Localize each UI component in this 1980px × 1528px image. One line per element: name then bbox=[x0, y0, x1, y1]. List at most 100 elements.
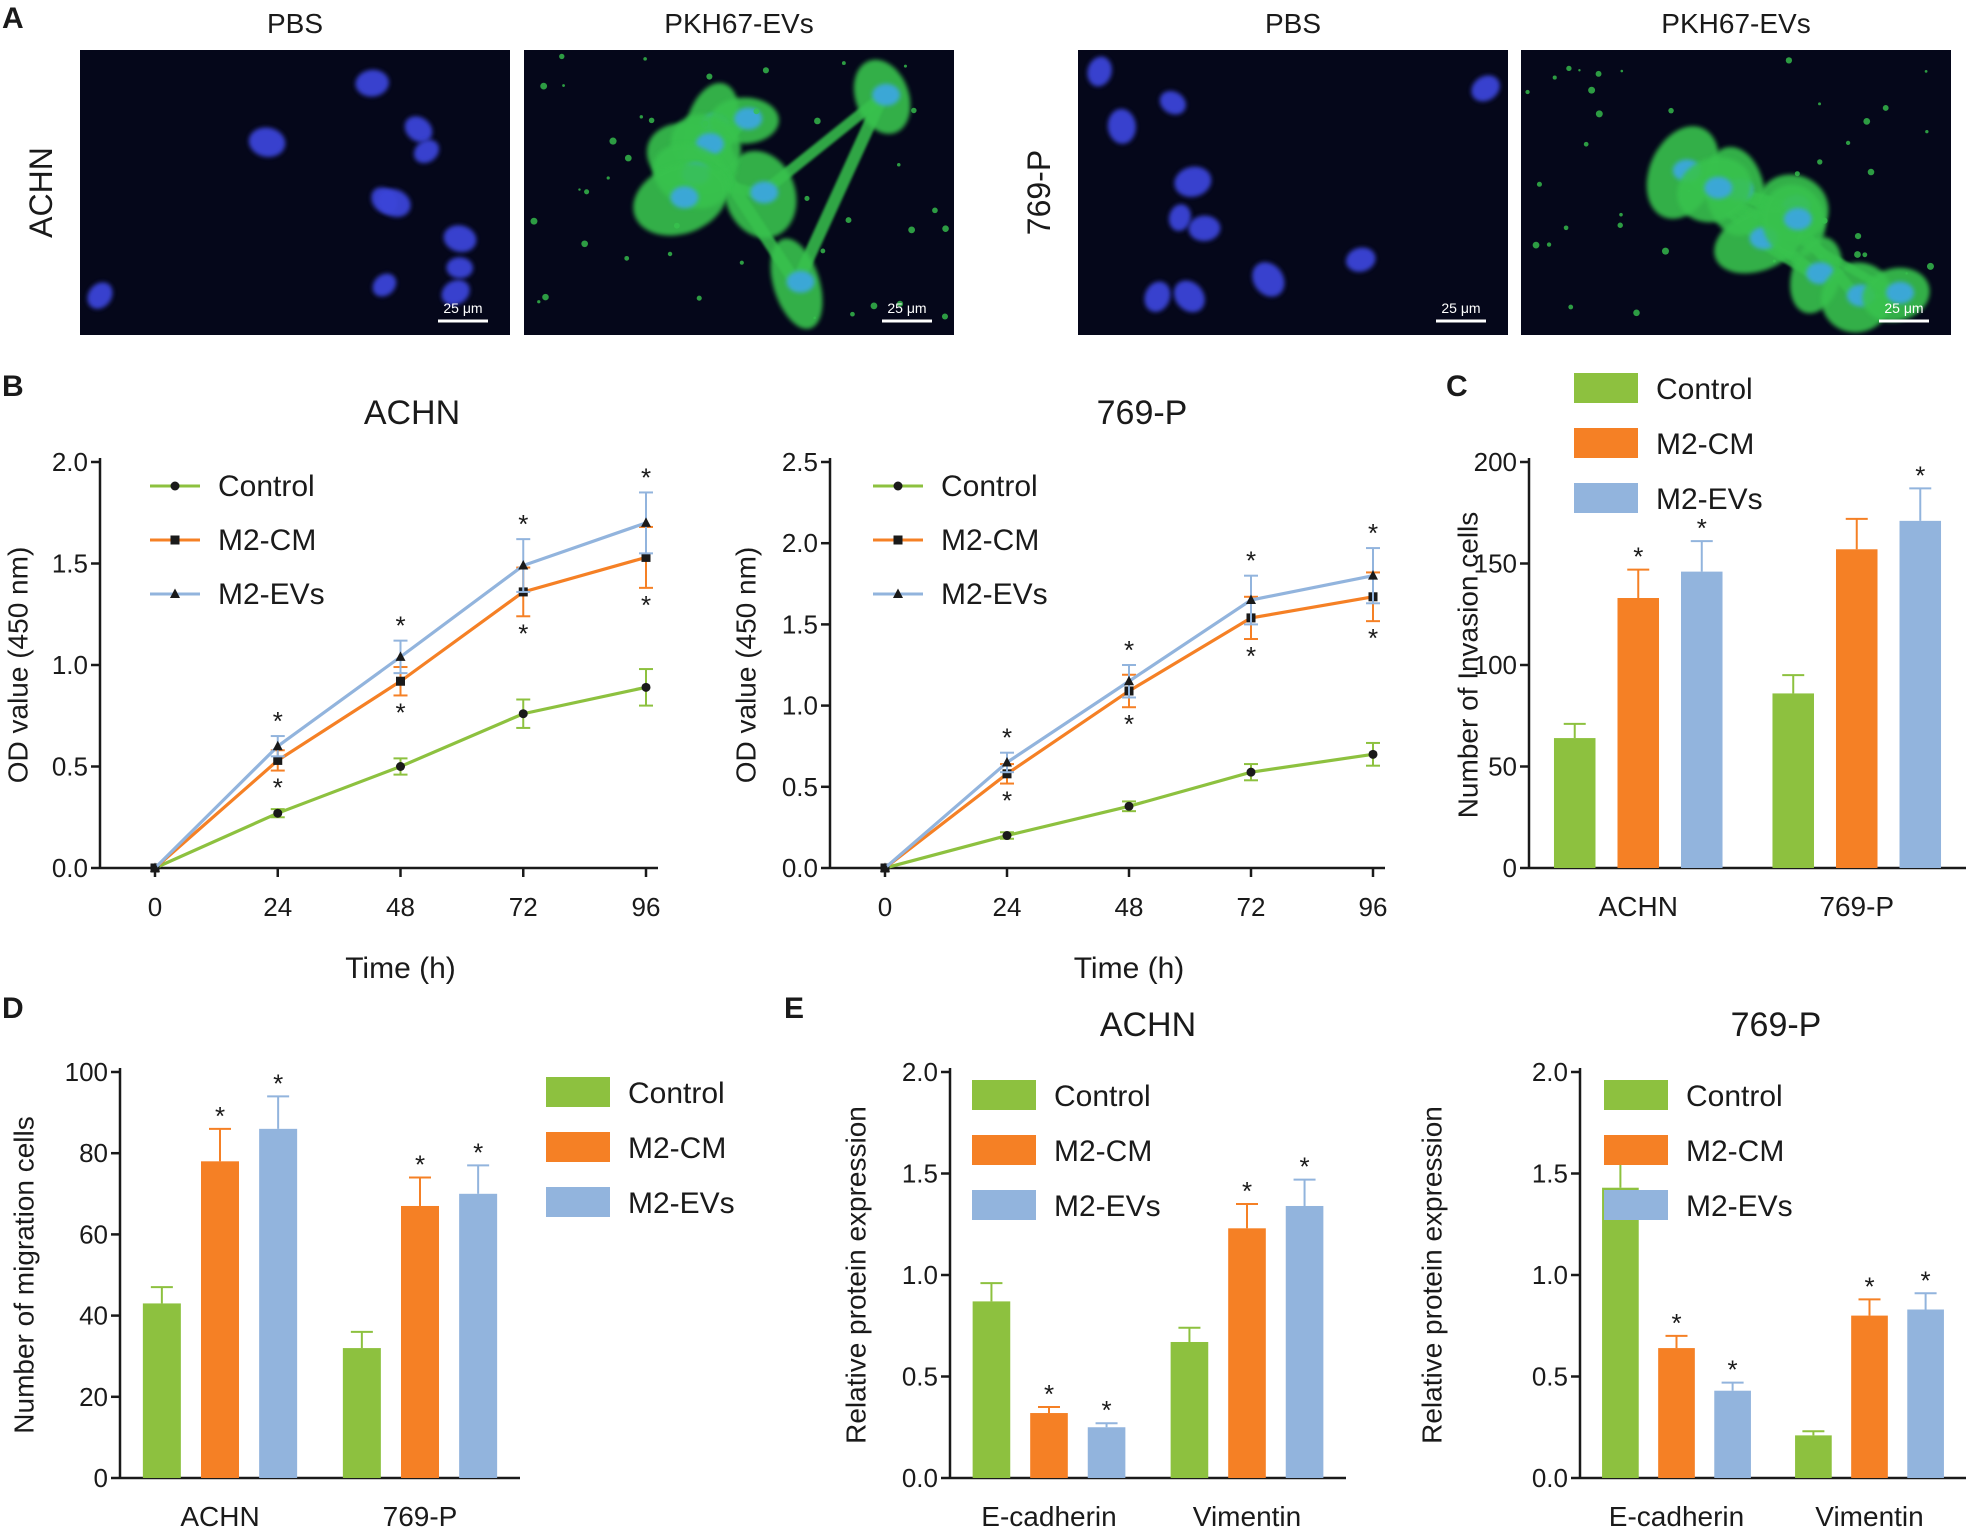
bar-m2-evs bbox=[1907, 1309, 1944, 1478]
x-tick-label: 72 bbox=[1237, 892, 1266, 922]
x-tick-label: 769-P bbox=[1819, 891, 1894, 922]
bar-m2-cm bbox=[1851, 1315, 1888, 1478]
data-point bbox=[1246, 594, 1256, 605]
nucleus bbox=[1252, 262, 1285, 297]
ev-dot bbox=[1661, 247, 1669, 255]
legend-label: Control bbox=[1656, 373, 1753, 406]
bar-m2-evs bbox=[459, 1193, 498, 1478]
data-point bbox=[641, 552, 651, 562]
ev-dot bbox=[540, 82, 548, 90]
legend-label: Control bbox=[1686, 1080, 1783, 1113]
chart-b2: 0.0 0.5 1.0 1.5 2.0 2.5 OD value (450 nm) 769-P… bbox=[731, 394, 1388, 985]
y-tick-label: 0.0 bbox=[52, 853, 88, 883]
legend-item-m2-evs: M2-EVs bbox=[1574, 483, 1763, 516]
x-tick-label: 48 bbox=[1115, 892, 1144, 922]
ev-dot bbox=[1772, 259, 1776, 263]
series-m2-evs bbox=[880, 547, 1380, 872]
y-tick-label: 1.5 bbox=[902, 1159, 938, 1189]
scale-bar-label: 25 μm bbox=[1884, 300, 1923, 316]
ev-dot bbox=[1925, 129, 1929, 134]
y-tick-label: 0.0 bbox=[902, 1463, 938, 1493]
y-tick-label: 0 bbox=[1503, 853, 1517, 883]
nucleus bbox=[872, 83, 901, 106]
ev-dot bbox=[941, 313, 949, 320]
legend-item-control: Control bbox=[1574, 373, 1753, 406]
ev-dot bbox=[673, 222, 680, 229]
y-tick-label: 2.0 bbox=[902, 1057, 938, 1087]
bar-control bbox=[1553, 738, 1596, 868]
x-tick-label: 48 bbox=[386, 892, 415, 922]
ev-dot bbox=[1867, 168, 1875, 176]
ev-dot bbox=[1595, 70, 1602, 77]
legend-item-m2-cm: M2-CM bbox=[150, 524, 316, 557]
chart-e1: 0.0 0.5 1.0 1.5 2.0 Relative protein expressi… bbox=[784, 992, 1346, 1528]
ev-dot bbox=[911, 107, 917, 114]
x-tick-label: ACHN bbox=[180, 1501, 259, 1528]
ev-dot bbox=[1552, 75, 1557, 80]
panel-a-micrographs: A ACHN 25 μm PBS 25 μm PKH67-EVs 769-P 25 μm PBS… bbox=[2, 2, 1951, 335]
bar-control bbox=[1772, 693, 1814, 868]
legend-marker bbox=[893, 481, 903, 491]
y-tick-label: 1.0 bbox=[902, 1260, 938, 1290]
ev-dot bbox=[530, 217, 538, 225]
x-axis-label: Time (h) bbox=[345, 952, 456, 985]
nucleus bbox=[1107, 108, 1136, 144]
chart-d: 0 20 40 60 80 100 Number of migration cells D AC… bbox=[2, 992, 735, 1528]
data-point bbox=[1246, 767, 1256, 777]
ev-dot bbox=[1620, 69, 1624, 73]
y-tick-label: 40 bbox=[79, 1301, 108, 1331]
ev-dot bbox=[814, 117, 821, 125]
ev-dot bbox=[702, 120, 709, 127]
panel-letter: C bbox=[1446, 370, 1468, 403]
significance-star: * bbox=[1246, 641, 1256, 671]
y-tick-label: 20 bbox=[79, 1382, 108, 1412]
legend-item-control: Control bbox=[150, 470, 315, 503]
ev-dot bbox=[1568, 304, 1574, 310]
y-axis-label: Relative protein expression bbox=[841, 1106, 872, 1444]
legend-swatch bbox=[546, 1187, 610, 1217]
ev-dot bbox=[1617, 222, 1623, 228]
scale-bar-label: 25 μm bbox=[443, 300, 482, 316]
y-axis-label: OD value (450 nm) bbox=[3, 547, 34, 784]
ev-dot bbox=[609, 137, 617, 145]
significance-star: * bbox=[1697, 513, 1707, 543]
ev-dot bbox=[1875, 292, 1878, 295]
significance-star: * bbox=[1002, 723, 1012, 753]
ev-dot bbox=[542, 293, 549, 301]
legend-item-m2-cm: M2-CM bbox=[873, 524, 1039, 557]
legend-item-control: Control bbox=[1604, 1080, 1783, 1113]
bar-m2-cm bbox=[401, 1205, 439, 1478]
ev-dot bbox=[753, 108, 760, 115]
ev-dot bbox=[845, 217, 852, 224]
ev-dot bbox=[897, 162, 901, 167]
legend-label: Control bbox=[628, 1077, 725, 1110]
legend-item-m2-cm: M2-CM bbox=[1604, 1135, 1784, 1168]
bar-m2-cm bbox=[201, 1161, 239, 1478]
nucleus bbox=[1087, 56, 1112, 87]
ev-dot bbox=[648, 117, 655, 124]
significance-star: * bbox=[1671, 1308, 1681, 1338]
legend-item-control: Control bbox=[546, 1077, 725, 1110]
ev-dot bbox=[1595, 110, 1603, 118]
nucleus bbox=[1144, 281, 1171, 313]
ev-dot bbox=[1668, 107, 1674, 114]
ev-dot bbox=[1905, 272, 1908, 275]
micrograph-content bbox=[1087, 56, 1500, 313]
ev-dot bbox=[870, 302, 878, 310]
ev-dot bbox=[1588, 86, 1596, 94]
micrograph-achn-pbs: 25 μm bbox=[80, 50, 510, 335]
micrograph-769-p-pkh67-evs: 25 μm bbox=[1521, 50, 1951, 335]
ev-dot bbox=[1862, 252, 1868, 258]
nucleus bbox=[1471, 75, 1500, 102]
ev-dot bbox=[696, 295, 702, 301]
significance-star: * bbox=[273, 773, 283, 803]
data-point bbox=[1124, 675, 1134, 686]
legend-marker bbox=[170, 588, 180, 598]
legend-label: M2-EVs bbox=[1686, 1190, 1793, 1223]
ev-dot bbox=[942, 225, 949, 232]
data-point bbox=[1368, 749, 1378, 759]
ev-dot bbox=[1882, 105, 1889, 111]
significance-star: * bbox=[1101, 1395, 1111, 1425]
ev-dot bbox=[1525, 89, 1530, 95]
data-point bbox=[273, 808, 283, 818]
